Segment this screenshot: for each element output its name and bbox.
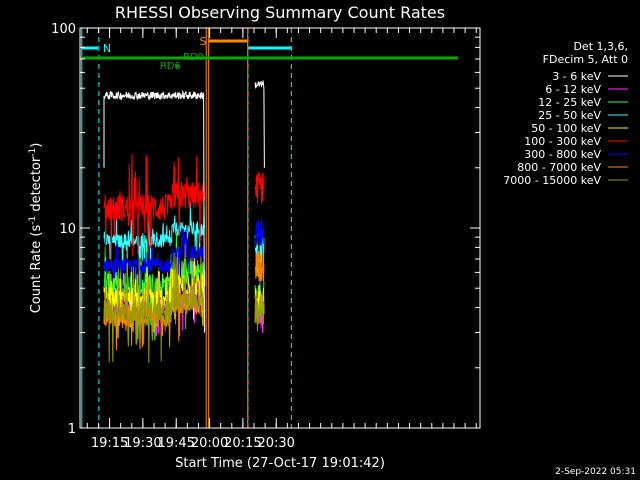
legend-entry-label: 12 - 25 keV: [538, 96, 601, 109]
legend-entry-label: 50 - 100 keV: [531, 122, 601, 135]
y-axis-label: Count Rate (s-1 detector-1): [28, 143, 44, 314]
series-line: [103, 89, 205, 333]
legend-entry-label: 100 - 300 keV: [524, 135, 601, 148]
x-tick-label: 19:15: [91, 436, 128, 451]
series-line: [103, 244, 206, 363]
x-tick-label: 20:00: [191, 436, 228, 451]
saa-label: S: [200, 35, 207, 48]
y-tick-label: 100: [51, 22, 76, 37]
y-tick-label: 1: [68, 422, 76, 437]
y-label-sup1: -1: [28, 216, 38, 225]
series-line: [103, 201, 206, 267]
series-line: [103, 228, 206, 293]
y-tick-label: 10: [59, 222, 76, 237]
legend-entry-label: 7000 - 15000 keV: [503, 174, 601, 187]
y-label-sup2: -1: [28, 148, 38, 157]
rd6-label: RD6: [160, 61, 181, 72]
y-label-end: ): [29, 143, 44, 148]
legend-entry-label: 300 - 800 keV: [524, 148, 601, 161]
legend-header-1: Det 1,3,6,: [573, 40, 628, 53]
y-label-main: Count Rate (s: [29, 225, 44, 314]
series-line: [254, 249, 265, 283]
data-layer: [103, 80, 265, 363]
x-axis-label: Start Time (27-Oct-17 19:01:42): [175, 456, 385, 471]
series-line: [254, 171, 265, 205]
x-tick-label: 20:30: [257, 436, 294, 451]
legend-entry-label: 6 - 12 keV: [545, 83, 601, 96]
legend-entry-label: 800 - 7000 keV: [517, 161, 601, 174]
x-tick-label: 19:45: [157, 436, 194, 451]
series-line: [254, 80, 265, 168]
legend-header-2: FDecim 5, Att 0: [543, 53, 628, 66]
footer-date: 2-Sep-2022 05:31: [555, 467, 636, 477]
legend-entry-label: 25 - 50 keV: [538, 109, 601, 122]
legend-entry-label: 3 - 6 keV: [552, 70, 601, 83]
chart-title: RHESSI Observing Summary Count Rates: [115, 3, 445, 22]
series-line: [103, 153, 206, 264]
x-tick-label: 20:15: [224, 436, 261, 451]
rd0-label: RD0: [183, 52, 204, 63]
series-line: [254, 291, 265, 325]
y-axis: 1 10 100: [51, 22, 480, 437]
series-line: [254, 216, 265, 248]
night-label: N: [103, 42, 111, 55]
y-label-mid: detector: [29, 156, 44, 216]
x-tick-label: 19:30: [124, 436, 161, 451]
